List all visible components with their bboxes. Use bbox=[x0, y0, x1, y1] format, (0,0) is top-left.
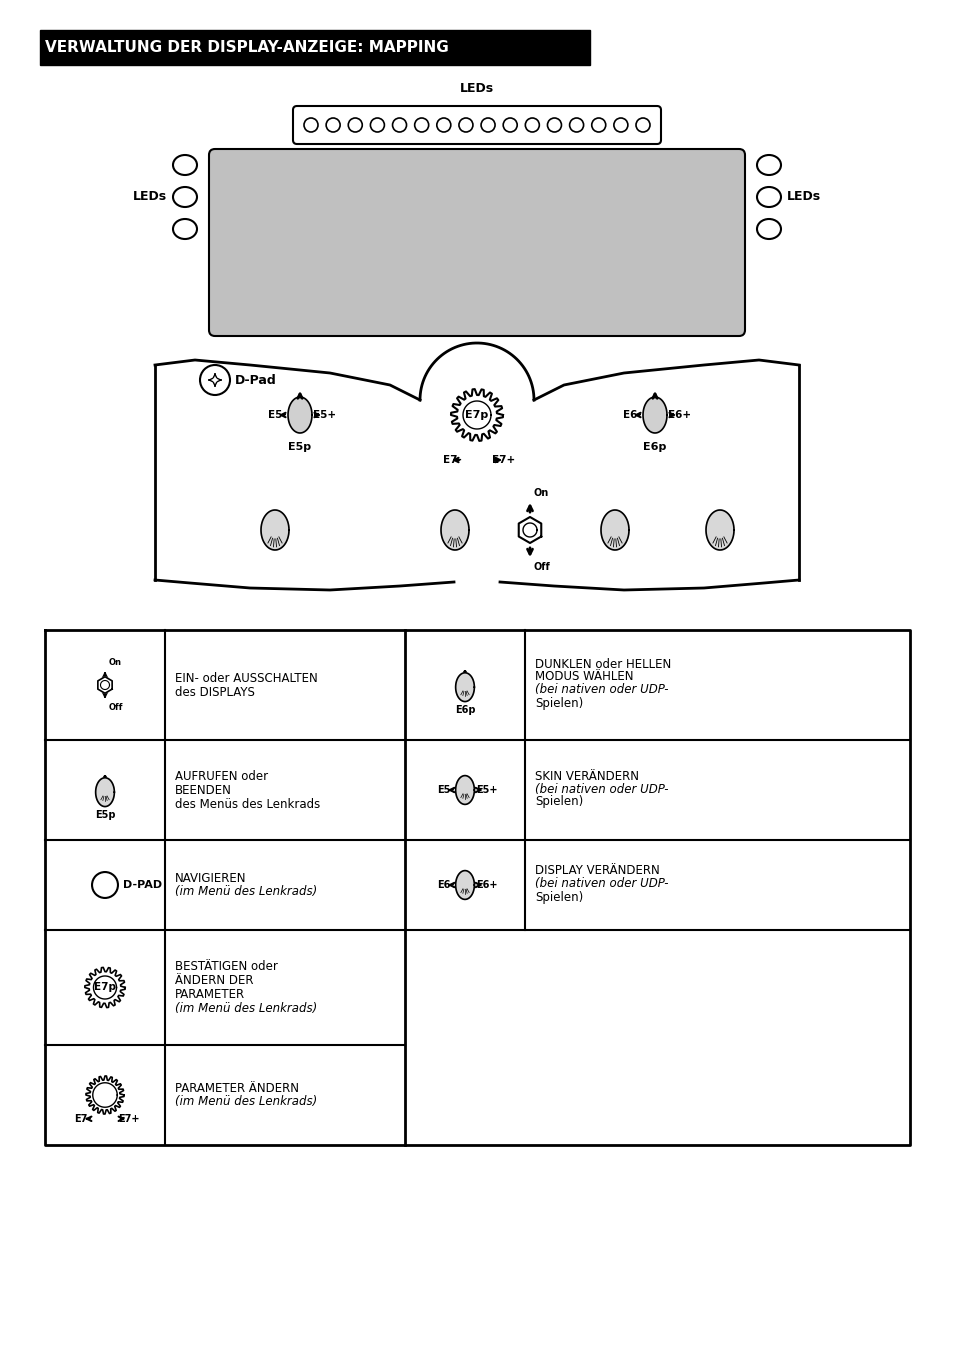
Circle shape bbox=[525, 117, 538, 132]
Ellipse shape bbox=[757, 219, 781, 239]
Polygon shape bbox=[288, 397, 312, 433]
Polygon shape bbox=[456, 672, 474, 702]
Circle shape bbox=[304, 117, 317, 132]
Text: des DISPLAYS: des DISPLAYS bbox=[174, 686, 254, 698]
Text: (im Menü des Lenkrads): (im Menü des Lenkrads) bbox=[174, 1002, 317, 1015]
Polygon shape bbox=[451, 389, 502, 441]
Text: E6+: E6+ bbox=[667, 410, 690, 420]
Circle shape bbox=[436, 117, 451, 132]
Text: (im Menü des Lenkrads): (im Menü des Lenkrads) bbox=[174, 1095, 317, 1108]
Circle shape bbox=[569, 117, 583, 132]
Text: MODUS WÄHLEN: MODUS WÄHLEN bbox=[535, 671, 633, 683]
Polygon shape bbox=[86, 1076, 124, 1114]
Polygon shape bbox=[92, 1083, 117, 1107]
Polygon shape bbox=[440, 510, 469, 549]
Text: DISPLAY VERÄNDERN: DISPLAY VERÄNDERN bbox=[535, 864, 659, 878]
Polygon shape bbox=[518, 517, 540, 543]
Text: PARAMETER: PARAMETER bbox=[174, 988, 245, 1000]
Text: AUFRUFEN oder: AUFRUFEN oder bbox=[174, 769, 268, 783]
Text: BESTÄTIGEN oder: BESTÄTIGEN oder bbox=[174, 960, 277, 973]
Text: E5p: E5p bbox=[94, 810, 115, 821]
Polygon shape bbox=[600, 510, 628, 549]
Text: BEENDEN: BEENDEN bbox=[174, 783, 232, 796]
Text: On: On bbox=[534, 487, 549, 498]
Text: E5-: E5- bbox=[268, 410, 287, 420]
Text: ÄNDERN DER: ÄNDERN DER bbox=[174, 973, 253, 987]
Text: VERWALTUNG DER DISPLAY-ANZEIGE: MAPPING: VERWALTUNG DER DISPLAY-ANZEIGE: MAPPING bbox=[45, 40, 448, 55]
Text: E7-: E7- bbox=[74, 1114, 91, 1123]
Circle shape bbox=[370, 117, 384, 132]
Circle shape bbox=[458, 117, 473, 132]
Polygon shape bbox=[462, 401, 491, 429]
Text: (bei nativen oder UDP-: (bei nativen oder UDP- bbox=[535, 783, 668, 795]
Text: On: On bbox=[109, 657, 122, 667]
Text: E6-: E6- bbox=[436, 880, 454, 890]
Circle shape bbox=[200, 364, 230, 396]
Text: Off: Off bbox=[534, 562, 550, 572]
Text: E6p: E6p bbox=[642, 441, 666, 452]
Circle shape bbox=[547, 117, 561, 132]
Ellipse shape bbox=[172, 219, 196, 239]
Text: Spielen): Spielen) bbox=[535, 795, 582, 809]
Text: D-PAD: D-PAD bbox=[123, 880, 162, 890]
Text: Spielen): Spielen) bbox=[535, 891, 582, 903]
Polygon shape bbox=[456, 871, 474, 899]
Text: DUNKLEN oder HELLEN: DUNKLEN oder HELLEN bbox=[535, 657, 671, 671]
Text: PARAMETER ÄNDERN: PARAMETER ÄNDERN bbox=[174, 1081, 298, 1095]
Circle shape bbox=[392, 117, 406, 132]
Text: LEDs: LEDs bbox=[786, 190, 821, 204]
Text: E7+: E7+ bbox=[118, 1114, 140, 1123]
FancyBboxPatch shape bbox=[40, 30, 589, 65]
Ellipse shape bbox=[172, 188, 196, 207]
Text: E5p: E5p bbox=[288, 441, 312, 452]
Text: LEDs: LEDs bbox=[459, 82, 494, 94]
Ellipse shape bbox=[172, 155, 196, 176]
FancyBboxPatch shape bbox=[293, 107, 660, 144]
Text: (bei nativen oder UDP-: (bei nativen oder UDP- bbox=[535, 878, 668, 891]
Text: E5+: E5+ bbox=[313, 410, 335, 420]
Polygon shape bbox=[261, 510, 289, 549]
Text: Spielen): Spielen) bbox=[535, 697, 582, 710]
Text: E7+: E7+ bbox=[492, 455, 515, 464]
Text: SKIN VERÄNDERN: SKIN VERÄNDERN bbox=[535, 769, 639, 783]
Circle shape bbox=[502, 117, 517, 132]
Circle shape bbox=[613, 117, 627, 132]
Polygon shape bbox=[93, 976, 116, 999]
Polygon shape bbox=[456, 776, 474, 805]
Text: E5-: E5- bbox=[436, 784, 454, 795]
Text: E7-: E7- bbox=[443, 455, 461, 464]
Text: D-Pad: D-Pad bbox=[234, 374, 276, 386]
Circle shape bbox=[326, 117, 340, 132]
Circle shape bbox=[591, 117, 605, 132]
Circle shape bbox=[348, 117, 362, 132]
Circle shape bbox=[480, 117, 495, 132]
Polygon shape bbox=[705, 510, 733, 549]
Text: des Menüs des Lenkrads: des Menüs des Lenkrads bbox=[174, 798, 320, 810]
Text: (im Menü des Lenkrads): (im Menü des Lenkrads) bbox=[174, 886, 317, 899]
Polygon shape bbox=[642, 397, 666, 433]
Text: E6+: E6+ bbox=[476, 880, 497, 890]
Text: NAVIGIEREN: NAVIGIEREN bbox=[174, 872, 246, 884]
Circle shape bbox=[636, 117, 649, 132]
Text: E6-: E6- bbox=[622, 410, 641, 420]
Text: E7p: E7p bbox=[465, 410, 488, 420]
Ellipse shape bbox=[757, 188, 781, 207]
Ellipse shape bbox=[757, 155, 781, 176]
Polygon shape bbox=[98, 676, 112, 694]
Text: E7p: E7p bbox=[94, 983, 116, 992]
Circle shape bbox=[91, 872, 118, 898]
Text: Off: Off bbox=[109, 703, 123, 711]
FancyBboxPatch shape bbox=[209, 148, 744, 336]
Text: LEDs: LEDs bbox=[132, 190, 167, 204]
Polygon shape bbox=[95, 778, 114, 806]
Text: EIN- oder AUSSCHALTEN: EIN- oder AUSSCHALTEN bbox=[174, 671, 317, 684]
Text: (bei nativen oder UDP-: (bei nativen oder UDP- bbox=[535, 683, 668, 697]
Circle shape bbox=[415, 117, 428, 132]
Polygon shape bbox=[85, 968, 125, 1007]
Text: E6p: E6p bbox=[455, 705, 475, 716]
Text: E5+: E5+ bbox=[476, 784, 497, 795]
